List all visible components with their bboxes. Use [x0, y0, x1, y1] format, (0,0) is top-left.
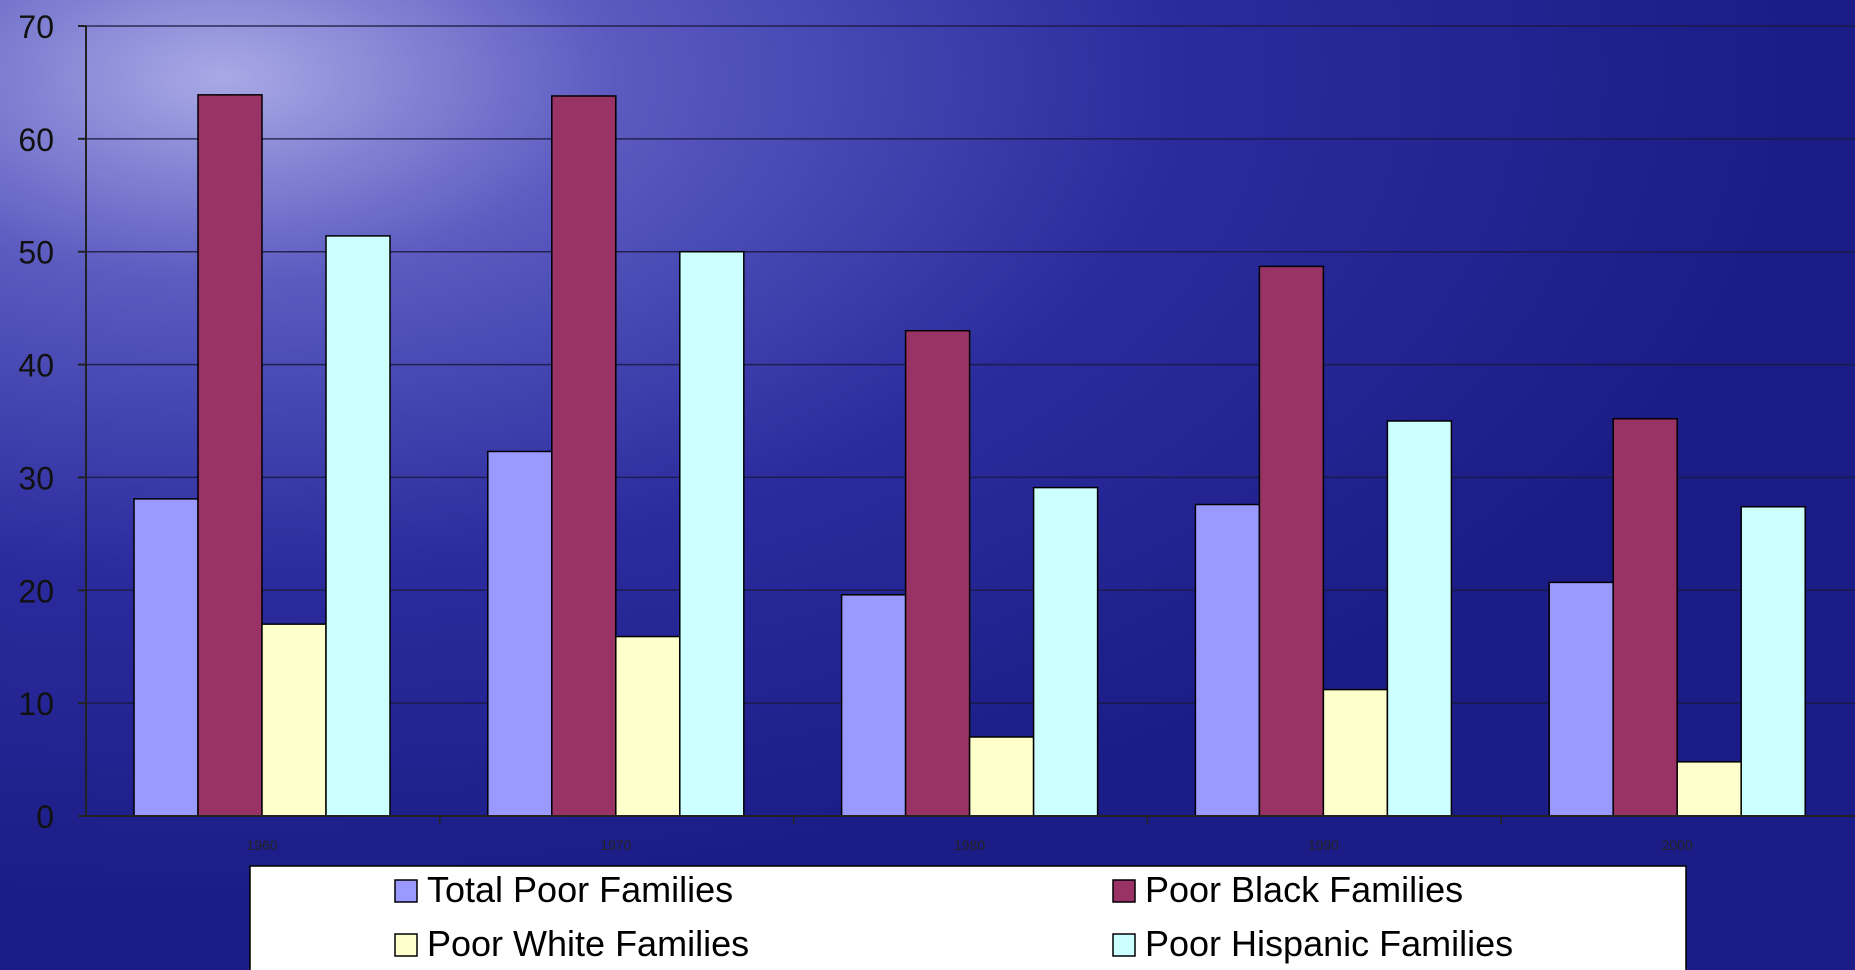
- legend-box: [249, 865, 1687, 970]
- legend-swatch: [1112, 933, 1136, 957]
- bar: [1548, 581, 1614, 817]
- x-tick-label: 1970: [600, 837, 631, 853]
- bar: [325, 235, 391, 817]
- bar: [840, 594, 907, 817]
- bar: [968, 736, 1035, 817]
- legend-label: Poor Hispanic Families: [1145, 923, 1513, 964]
- bar: [615, 635, 681, 817]
- legend-label: Poor White Families: [427, 923, 749, 964]
- bar: [1676, 761, 1742, 817]
- bar: [197, 94, 263, 817]
- legend-swatch: [394, 879, 418, 903]
- bar: [679, 250, 745, 817]
- bar: [1322, 688, 1389, 817]
- y-tick-label: 40: [18, 348, 54, 384]
- bar: [1740, 506, 1806, 817]
- bars: [133, 94, 1806, 817]
- bar: [1194, 503, 1261, 817]
- bar: [1386, 420, 1453, 817]
- axes: 0 10 20 30 40 50 60 70 1960 1970 1980 1990 2000: [18, 9, 1855, 853]
- y-tick-label: 30: [18, 460, 54, 496]
- bar: [1032, 486, 1099, 817]
- y-tick-label: 60: [18, 122, 54, 158]
- legend-label: Poor Black Families: [1145, 869, 1463, 910]
- bar: [133, 498, 199, 817]
- legend-label: Total Poor Families: [427, 869, 733, 910]
- y-tick-label: 0: [36, 799, 54, 835]
- y-tick-label: 50: [18, 235, 54, 271]
- legend-swatch: [1112, 879, 1136, 903]
- legend-swatch: [394, 933, 418, 957]
- bar: [904, 329, 971, 817]
- bar: [487, 450, 553, 817]
- y-tick-label: 70: [18, 9, 54, 45]
- bar: [551, 95, 617, 817]
- x-tick-label: 1990: [1308, 837, 1339, 853]
- x-tick-label: 1960: [246, 837, 277, 853]
- bar: [261, 623, 327, 817]
- y-tick-label: 20: [18, 573, 54, 609]
- x-tick-label: 2000: [1662, 837, 1693, 853]
- y-tick-label: 10: [18, 686, 54, 722]
- legend: Total Poor Families Poor Black Families Po…: [249, 865, 1687, 970]
- x-tick-label: 1980: [954, 837, 985, 853]
- bar: [1258, 265, 1325, 817]
- bar: [1612, 417, 1678, 817]
